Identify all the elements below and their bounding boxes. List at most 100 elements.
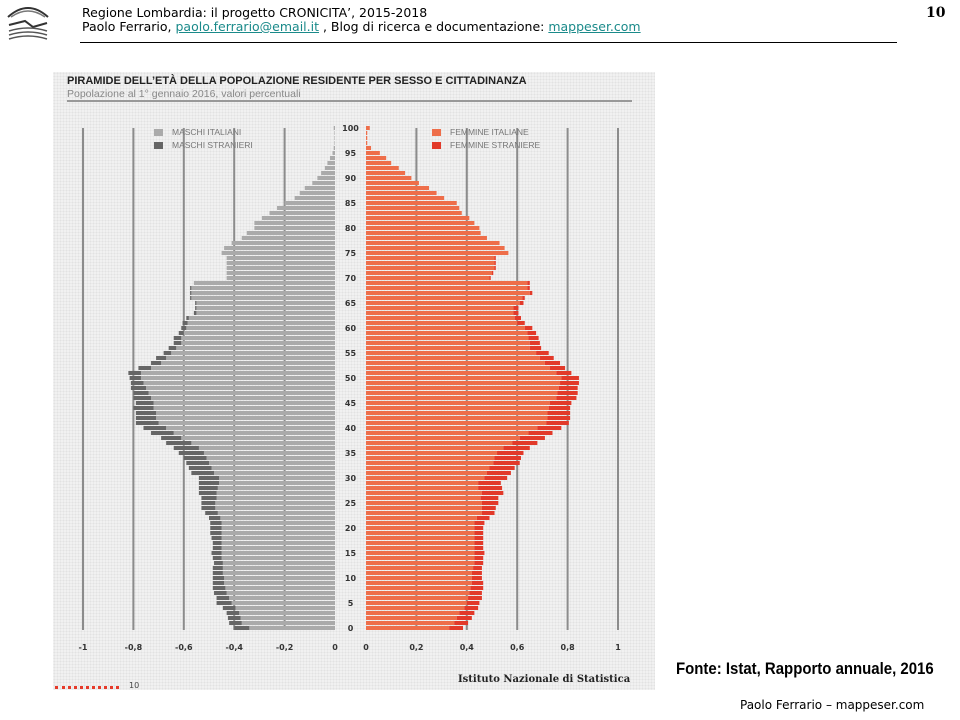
age-tick-label: 45 (345, 399, 357, 408)
bar-femmine-italiane (366, 271, 492, 275)
bar-maschi-italiani (171, 351, 335, 355)
legend-femmine-italiane: FEMMINE ITALIANE (432, 127, 529, 137)
age-tick-label: 35 (345, 449, 357, 458)
legend-label: MASCHI ITALIANI (172, 127, 242, 137)
bar-femmine-italiane (366, 251, 509, 255)
x-tick-label: -0,8 (125, 643, 143, 652)
bar-femmine-italiane (366, 231, 481, 235)
bar-femmine-italiane (366, 186, 429, 190)
bar-femmine-italiane (366, 146, 372, 150)
bar-maschi-italiani (211, 466, 335, 470)
bar-maschi-italiani (304, 186, 335, 190)
bar-femmine-italiane (366, 136, 368, 140)
bar-femmine-straniere (537, 426, 562, 430)
bar-maschi-italiani (294, 196, 335, 200)
bar-maschi-stranieri (212, 541, 222, 545)
bar-femmine-italiane (366, 316, 515, 320)
age-tick-label: 40 (345, 424, 357, 433)
bar-femmine-italiane (366, 301, 520, 305)
bar-femmine-straniere (527, 281, 530, 285)
email-link[interactable]: paolo.ferrario@email.it (175, 19, 320, 34)
bar-femmine-italiane (366, 416, 548, 420)
bar-femmine-straniere (497, 451, 524, 455)
bar-maschi-stranieri (173, 341, 182, 345)
bar-femmine-italiane (366, 431, 529, 435)
legend-swatch (432, 142, 441, 149)
bar-maschi-italiani (148, 391, 335, 395)
bar-maschi-stranieri (229, 621, 242, 625)
bar-maschi-italiani (187, 321, 335, 325)
bar-maschi-italiani (240, 616, 335, 620)
bar-femmine-italiane (366, 556, 475, 560)
bar-maschi-italiani (221, 531, 335, 535)
bar-femmine-straniere (476, 516, 490, 520)
age-tick-label: 75 (345, 249, 357, 258)
bar-maschi-italiani (221, 541, 335, 545)
bar-femmine-italiane (366, 141, 368, 145)
bar-maschi-stranieri (212, 576, 225, 580)
bar-femmine-straniere (558, 386, 578, 390)
bar-maschi-stranieri (178, 331, 184, 335)
bar-femmine-straniere (454, 621, 469, 625)
bar-maschi-italiani (181, 341, 335, 345)
bar-femmine-straniere (527, 286, 530, 290)
bar-femmine-straniere (494, 256, 496, 260)
bar-femmine-italiane (366, 531, 475, 535)
x-tick-label: -0,6 (175, 643, 193, 652)
bar-femmine-straniere (556, 371, 572, 375)
bar-femmine-italiane (366, 306, 514, 310)
bar-maschi-italiani (241, 236, 335, 240)
bar-femmine-straniere (527, 331, 537, 335)
age-tick-label: 15 (345, 549, 357, 558)
bar-maschi-stranieri (138, 366, 152, 370)
bar-maschi-stranieri (133, 396, 152, 400)
bar-femmine-straniere (512, 441, 538, 445)
bar-femmine-straniere (493, 461, 520, 465)
bar-maschi-stranieri (135, 411, 157, 415)
bar-maschi-stranieri (212, 546, 222, 550)
bar-femmine-straniere (481, 501, 499, 505)
bar-maschi-stranieri (191, 471, 215, 475)
bar-femmine-straniere (519, 301, 524, 305)
bar-femmine-italiane (366, 486, 479, 490)
bar-maschi-italiani (206, 456, 335, 460)
bar-femmine-italiane (366, 511, 482, 515)
bar-femmine-straniere (481, 511, 495, 515)
bar-femmine-straniere (556, 396, 577, 400)
bar-maschi-stranieri (166, 441, 192, 445)
age-tick-label: 55 (345, 349, 357, 358)
bar-maschi-italiani (161, 361, 335, 365)
bar-maschi-stranieri (205, 511, 218, 515)
bar-femmine-straniere (528, 431, 553, 435)
bar-femmine-italiane (366, 491, 482, 495)
bar-maschi-stranieri (226, 611, 240, 615)
bar-femmine-italiane (366, 526, 475, 530)
bar-femmine-straniere (469, 591, 482, 595)
bar-femmine-italiane (366, 126, 370, 130)
bar-maschi-italiani (221, 536, 335, 540)
bar-maschi-italiani (221, 521, 335, 525)
bar-maschi-stranieri (143, 426, 167, 430)
bar-femmine-italiane (366, 286, 528, 290)
bar-maschi-italiani (156, 416, 335, 420)
bar-femmine-italiane (366, 446, 504, 450)
bar-femmine-italiane (366, 131, 368, 135)
bar-femmine-italiane (366, 326, 525, 330)
bar-femmine-italiane (366, 296, 523, 300)
bar-maschi-italiani (140, 376, 335, 380)
bar-maschi-italiani (196, 306, 335, 310)
panel-page-number: 10 (129, 681, 140, 690)
bar-maschi-stranieri (190, 286, 192, 290)
bar-maschi-stranieri (135, 416, 157, 420)
bar-maschi-italiani (219, 481, 335, 485)
bar-femmine-italiane (366, 376, 562, 380)
x-tick-label: 0 (363, 643, 369, 652)
bar-femmine-italiane (366, 241, 500, 245)
decorative-dotted-line (55, 686, 119, 689)
bar-femmine-italiane (366, 496, 481, 500)
blog-link[interactable]: mappeser.com (548, 19, 641, 34)
age-tick-label: 60 (345, 324, 357, 333)
bar-maschi-stranieri (195, 306, 197, 310)
bar-femmine-italiane (366, 546, 475, 550)
bar-femmine-italiane (366, 266, 495, 270)
